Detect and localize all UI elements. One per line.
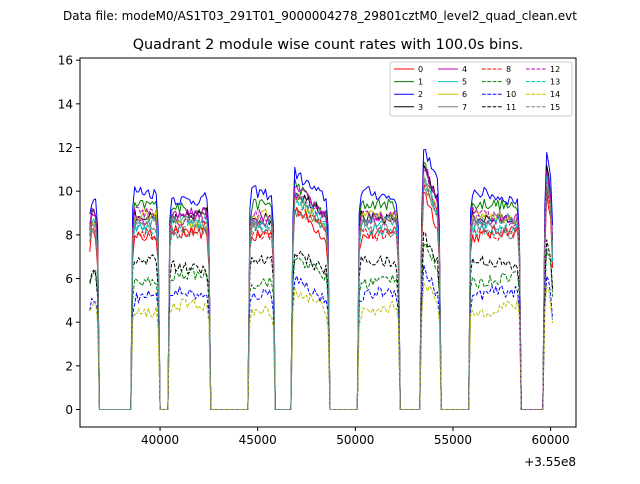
y-tick-label: 0 — [65, 403, 73, 417]
series-line-15 — [89, 177, 554, 410]
legend-label-4: 4 — [462, 65, 467, 74]
x-tick-label: 50000 — [336, 433, 374, 447]
x-tick-label: 55000 — [434, 433, 472, 447]
chart-suptitle: Data file: modeM0/AS1T03_291T01_90000042… — [63, 9, 577, 23]
series-line-12 — [89, 167, 554, 410]
series-line-14 — [89, 282, 554, 410]
legend-label-5: 5 — [462, 78, 467, 87]
y-tick-label: 10 — [58, 185, 73, 199]
legend-label-10: 10 — [506, 90, 516, 99]
x-tick-label: 40000 — [141, 433, 179, 447]
chart-title: Quadrant 2 module wise count rates with … — [133, 37, 524, 53]
legend-label-9: 9 — [506, 78, 511, 87]
x-tick-label: 45000 — [239, 433, 277, 447]
x-offset-label: +3.55e8 — [524, 455, 576, 469]
legend-label-15: 15 — [550, 103, 560, 112]
x-axis: 40000 45000 50000 55000 60000 — [141, 427, 570, 447]
y-tick-label: 8 — [65, 228, 73, 242]
plot-frame — [79, 57, 577, 428]
x-tick-label: 60000 — [532, 433, 570, 447]
legend-label-12: 12 — [550, 65, 560, 74]
legend-box — [389, 61, 573, 117]
legend-label-3: 3 — [418, 103, 423, 112]
legend-label-13: 13 — [550, 78, 560, 87]
legend-label-8: 8 — [506, 65, 511, 74]
legend-label-7: 7 — [462, 103, 467, 112]
y-tick-label: 16 — [58, 54, 73, 68]
plot-lines — [89, 149, 554, 410]
y-tick-label: 12 — [58, 141, 73, 155]
y-axis: 0 2 4 6 8 10 12 14 16 — [58, 54, 80, 417]
legend-label-1: 1 — [418, 78, 423, 87]
y-tick-label: 2 — [65, 359, 73, 373]
legend-label-11: 11 — [506, 103, 516, 112]
legend-label-6: 6 — [462, 90, 467, 99]
y-tick-label: 4 — [65, 316, 73, 330]
legend-label-14: 14 — [550, 90, 560, 99]
y-tick-label: 14 — [58, 97, 73, 111]
legend-label-2: 2 — [418, 90, 423, 99]
y-tick-label: 6 — [65, 272, 73, 286]
legend-label-0: 0 — [418, 65, 423, 74]
